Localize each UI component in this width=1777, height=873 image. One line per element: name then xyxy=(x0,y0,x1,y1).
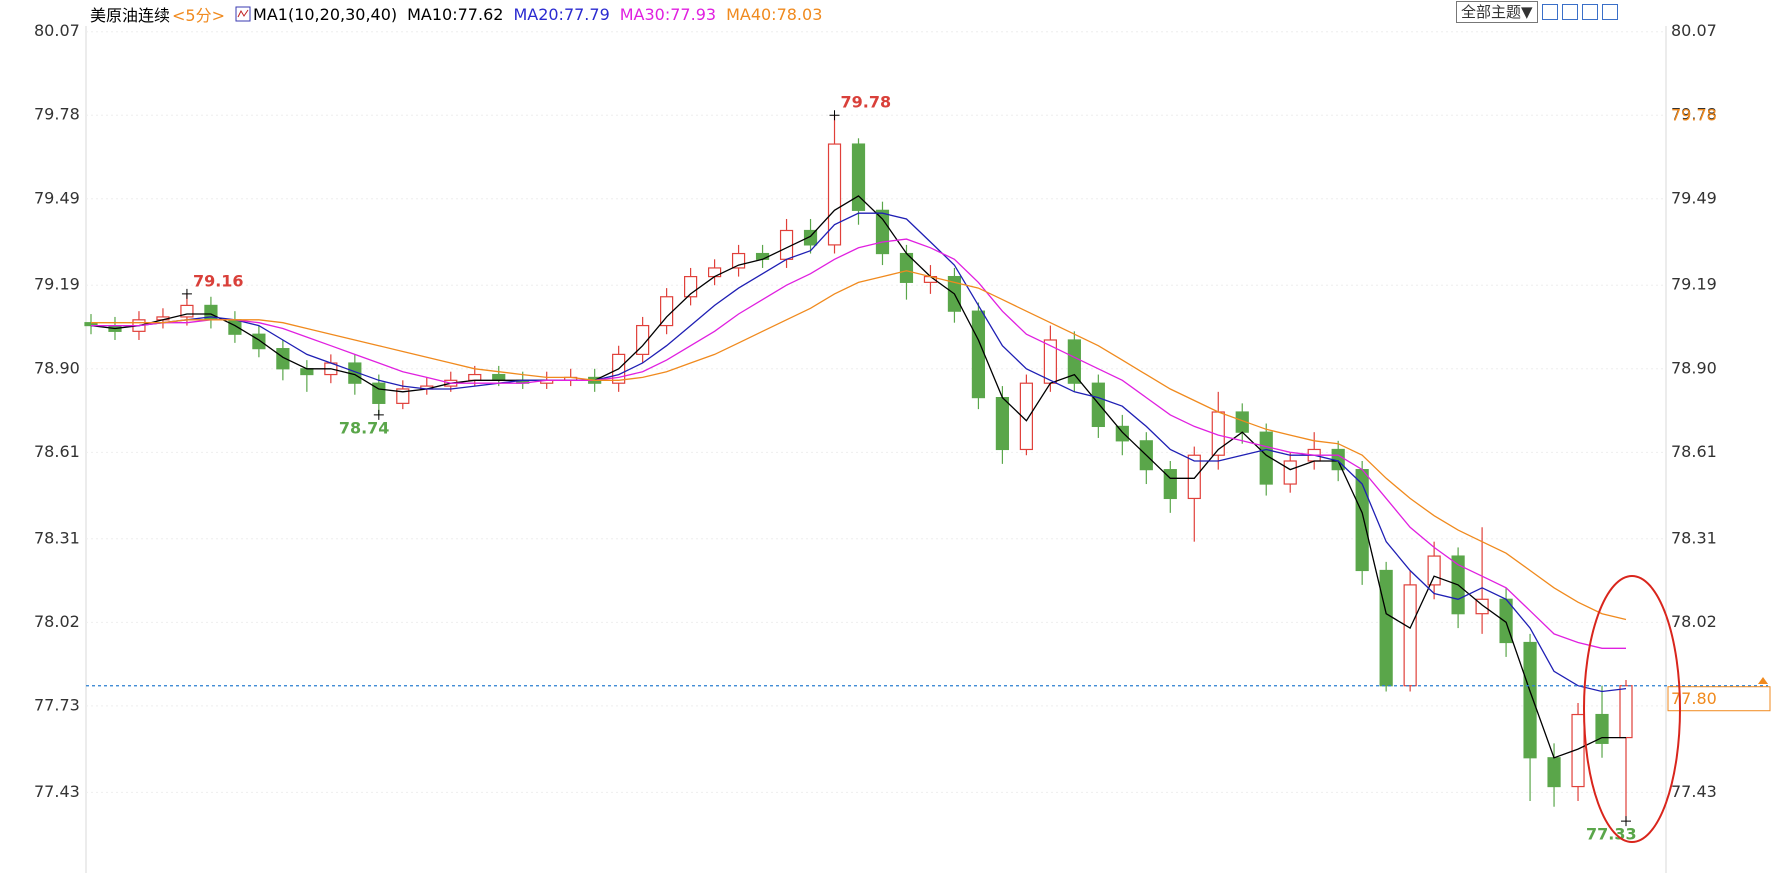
high-label: 79.16 xyxy=(193,271,244,290)
candle-body xyxy=(228,319,242,335)
legend-entry: MA30:77.93 xyxy=(619,4,717,24)
indicator: MA1(10,20,30,40) xyxy=(253,4,398,24)
candle-body xyxy=(1067,339,1081,384)
y-tick-label: 79.19 xyxy=(34,275,80,294)
ma-line xyxy=(90,195,1626,759)
indicator-icon[interactable] xyxy=(235,6,251,22)
extreme-cross xyxy=(829,110,840,121)
y-tick-label: 79.49 xyxy=(34,188,80,207)
y-tick-label: 80.07 xyxy=(34,21,80,40)
candle-body xyxy=(971,310,986,399)
low-label: 78.74 xyxy=(339,418,390,437)
header: 美原油连续 <5分> MA1(10,20,30,40) MA10:77.62 MA… xyxy=(90,2,822,26)
y-tick-label: 77.73 xyxy=(34,695,80,714)
y2-tick-label: 79.19 xyxy=(1671,275,1717,294)
ma-line xyxy=(91,212,1627,693)
candle-body xyxy=(1115,425,1129,442)
y2-tick-label: 78.02 xyxy=(1671,612,1717,631)
candle-body xyxy=(1283,460,1297,485)
candle-body xyxy=(396,388,410,404)
y-tick-label: 78.31 xyxy=(34,528,80,547)
y-tick-label: 78.61 xyxy=(34,442,80,461)
theme-button[interactable]: 全部主题▼ xyxy=(1456,1,1538,23)
tool-icon[interactable] xyxy=(1601,4,1618,20)
candle-body xyxy=(276,348,290,370)
candle-body xyxy=(755,252,770,260)
tool-icon[interactable] xyxy=(1581,4,1598,20)
candle-body xyxy=(1571,713,1585,788)
candle-body xyxy=(1187,454,1201,500)
candle-body xyxy=(1163,469,1177,500)
period[interactable]: <5分> xyxy=(172,6,226,25)
high-label: 79.78 xyxy=(841,93,892,112)
candle-body xyxy=(252,333,266,350)
ma-line xyxy=(91,270,1627,621)
y-tick-label: 77.43 xyxy=(34,782,80,801)
extreme-cross xyxy=(181,288,192,299)
highlight-ellipse xyxy=(1583,575,1681,843)
candle-body xyxy=(1091,382,1105,428)
extreme-cross xyxy=(1621,816,1631,827)
candle-body xyxy=(827,143,842,246)
tool-icon[interactable] xyxy=(1541,4,1558,20)
y2-tick-label: 78.31 xyxy=(1671,528,1717,547)
candle-body xyxy=(1019,382,1033,451)
symbol: 美原油连续 xyxy=(90,6,171,25)
candle-body xyxy=(300,368,314,376)
ma-line xyxy=(91,238,1626,649)
y-tick-label: 79.78 xyxy=(34,105,80,124)
candle-body xyxy=(1523,641,1537,759)
candle-body xyxy=(1043,339,1057,384)
candle-body xyxy=(851,143,866,211)
y-tick-label: 78.02 xyxy=(34,612,80,631)
legend-entry: MA20:77.79 xyxy=(513,4,610,24)
y-tick-label: 78.90 xyxy=(34,358,80,377)
y2-tick-label: 78.61 xyxy=(1671,442,1717,461)
y2-tick-label: 77.43 xyxy=(1671,782,1717,801)
candle-body xyxy=(372,382,386,404)
last-price-label: 77.80 xyxy=(1671,689,1717,708)
legend-entry: MA10:77.62 xyxy=(407,4,504,24)
extreme-cross xyxy=(373,409,384,420)
candle-body xyxy=(803,229,818,246)
y2-tick-label: 78.90 xyxy=(1671,358,1717,377)
legend-entry: MA40:78.03 xyxy=(726,4,823,24)
candle-body xyxy=(1403,584,1417,687)
candle-body xyxy=(180,304,194,318)
candle-body xyxy=(995,397,1010,451)
candle-body xyxy=(1595,713,1609,744)
axis-highlight: 79.78 xyxy=(1671,106,1717,125)
y2-tick-label: 79.49 xyxy=(1671,188,1717,207)
price-arrow xyxy=(1758,677,1768,684)
candle-body xyxy=(875,209,890,255)
candle-body xyxy=(1619,685,1633,739)
candle-body xyxy=(492,373,506,381)
candle-body xyxy=(1427,555,1441,586)
candle-body xyxy=(1379,569,1393,687)
candle-body xyxy=(636,324,650,355)
last-price-box xyxy=(1667,686,1771,712)
tool-icon[interactable] xyxy=(1561,4,1578,20)
candle-body xyxy=(779,229,794,260)
y2-tick-label: 79.78 xyxy=(1671,105,1717,124)
candle-body xyxy=(1547,757,1561,788)
toolbar: 全部主题▼ xyxy=(1456,1,1618,23)
y2-tick-label: 80.07 xyxy=(1671,21,1717,40)
low-label: 77.33 xyxy=(1586,825,1637,844)
candle-body xyxy=(468,373,482,381)
